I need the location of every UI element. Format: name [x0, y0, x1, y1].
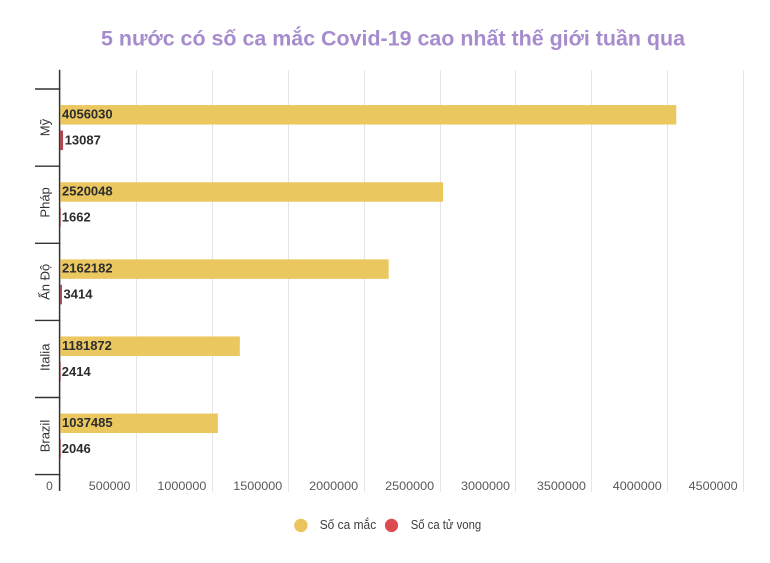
svg-text:1500000: 1500000 — [233, 479, 282, 493]
svg-text:3000000: 3000000 — [461, 479, 510, 493]
svg-text:1000000: 1000000 — [157, 479, 206, 493]
svg-text:Italia: Italia — [37, 343, 52, 371]
svg-text:0: 0 — [46, 479, 53, 493]
svg-text:3500000: 3500000 — [537, 479, 586, 493]
svg-text:Mỹ: Mỹ — [37, 118, 52, 136]
svg-text:Số ca tử vong: Số ca tử vong — [411, 517, 482, 532]
svg-text:500000: 500000 — [89, 479, 131, 493]
svg-text:1037485: 1037485 — [62, 415, 113, 430]
svg-text:3414: 3414 — [64, 286, 94, 301]
svg-text:Brazil: Brazil — [37, 420, 52, 453]
svg-text:Pháp: Pháp — [37, 187, 52, 217]
svg-text:2520048: 2520048 — [62, 184, 113, 199]
svg-text:1181872: 1181872 — [62, 338, 112, 353]
svg-text:2046: 2046 — [62, 441, 91, 456]
svg-text:2000000: 2000000 — [309, 479, 358, 493]
svg-text:4000000: 4000000 — [613, 479, 662, 493]
svg-text:2500000: 2500000 — [385, 479, 434, 493]
svg-text:4500000: 4500000 — [689, 479, 738, 493]
svg-text:2162182: 2162182 — [62, 261, 113, 276]
svg-text:4056030: 4056030 — [62, 106, 113, 121]
svg-text:Số ca mắc: Số ca mắc — [320, 517, 377, 532]
svg-text:13087: 13087 — [65, 132, 101, 147]
svg-text:2414: 2414 — [62, 364, 92, 379]
svg-text:Ấn Độ: Ấn Độ — [37, 264, 52, 300]
svg-text:5 nước có số ca mắc Covid-19 c: 5 nước có số ca mắc Covid-19 cao nhất th… — [101, 26, 685, 51]
svg-text:1662: 1662 — [62, 210, 91, 225]
